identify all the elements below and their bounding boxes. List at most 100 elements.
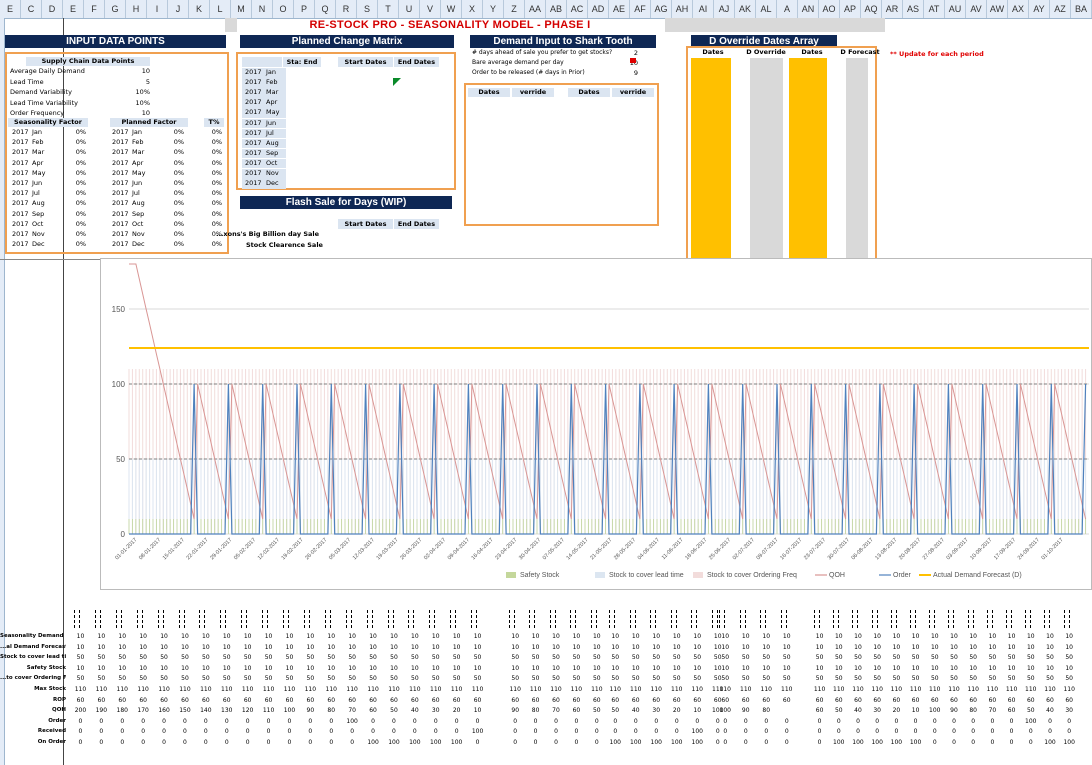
calc-cell[interactable]: 0 [308, 717, 313, 725]
calc-cell[interactable]: 0 [743, 728, 748, 736]
calc-cell[interactable]: 0 [245, 717, 250, 725]
calc-cell[interactable]: 50 [1026, 707, 1035, 715]
calc-cell[interactable]: 0 [433, 717, 438, 725]
calc-cell[interactable]: 60 [306, 696, 315, 704]
calc-cell[interactable]: 10 [930, 643, 939, 651]
calc-cell[interactable]: 0 [78, 728, 83, 736]
calc-cell[interactable]: 0 [875, 728, 880, 736]
calc-cell[interactable]: 0 [613, 717, 618, 725]
calc-cell[interactable]: 50 [369, 675, 377, 683]
calc-cell[interactable]: 10 [969, 664, 977, 672]
calc-cell[interactable]: 10 [369, 643, 377, 651]
calc-cell[interactable]: 10 [834, 664, 843, 672]
column-header-3[interactable]: E [63, 0, 84, 18]
calc-cell[interactable]: 10 [411, 664, 419, 672]
calc-cell[interactable]: 90 [950, 707, 958, 715]
column-header-28[interactable]: AD [588, 0, 609, 18]
column-header-26[interactable]: AB [546, 0, 567, 18]
calc-cell[interactable]: 0 [594, 717, 599, 725]
calc-cell[interactable]: 150 [179, 707, 191, 715]
calc-cell[interactable]: 50 [348, 675, 356, 683]
calc-cell[interactable]: 0 [350, 728, 355, 736]
calc-cell[interactable]: 50 [1065, 675, 1073, 683]
calc-cell[interactable]: 50 [950, 675, 958, 683]
calc-cell[interactable]: 0 [141, 739, 146, 746]
calc-cell[interactable]: 10 [552, 643, 560, 651]
calc-cell[interactable]: 10 [834, 643, 843, 651]
calc-cell[interactable]: 10 [672, 664, 681, 672]
month-cell-p[interactable]: 0% [173, 168, 184, 177]
calc-cell[interactable]: 0 [913, 728, 918, 736]
calc-cell[interactable]: 60 [285, 696, 294, 704]
calc-cell[interactable]: 0 [392, 717, 396, 725]
calc-cell[interactable]: 10 [1046, 633, 1054, 640]
calc-cell[interactable]: 60 [834, 696, 843, 704]
month-cell-s[interactable]: 0% [75, 209, 86, 218]
calc-cell[interactable]: 10 [950, 664, 958, 672]
calc-cell[interactable]: 60 [892, 696, 901, 704]
calc-cell[interactable]: 10 [511, 643, 520, 651]
calc-cell[interactable]: 40 [631, 707, 640, 715]
calc-cell[interactable]: 110 [909, 686, 922, 693]
calc-cell[interactable]: 140 [200, 707, 212, 715]
calc-cell[interactable]: 10 [631, 664, 640, 672]
calc-cell[interactable]: 10 [473, 633, 482, 640]
calc-cell[interactable]: 0 [1009, 739, 1014, 746]
month-cell-p[interactable]: 0% [173, 148, 184, 157]
calc-cell[interactable]: 100 [430, 739, 442, 746]
calc-cell[interactable]: 0 [329, 739, 334, 746]
calc-cell[interactable]: 50 [97, 675, 106, 683]
calc-cell[interactable]: 60 [854, 696, 862, 704]
calc-cell[interactable]: 50 [693, 675, 702, 683]
calc-cell[interactable]: 10 [369, 664, 377, 672]
calc-cell[interactable]: 0 [715, 728, 720, 736]
stock-chart[interactable]: 0 50 100 150 01-01-2017 08-01-2017 15-01-2017 2… [100, 258, 1092, 590]
calc-cell[interactable]: 0 [894, 728, 899, 736]
month-cell-s[interactable]: 0% [75, 219, 86, 228]
column-header-24[interactable]: Z [504, 0, 525, 18]
calc-cell[interactable]: 10 [815, 633, 824, 640]
calc-cell[interactable]: 0 [990, 739, 995, 746]
month-cell-p[interactable]: 0% [173, 138, 184, 147]
calc-cell[interactable]: 10 [892, 643, 901, 651]
calc-cell[interactable]: 60 [327, 696, 336, 704]
column-header-34[interactable]: AJ [714, 0, 735, 18]
calc-cell[interactable]: 0 [513, 717, 518, 725]
calc-cell[interactable]: 60 [452, 696, 461, 704]
calc-cell[interactable]: 10 [721, 633, 730, 640]
column-header-47[interactable]: AW [987, 0, 1008, 18]
calc-cell[interactable]: 10 [611, 633, 620, 640]
calc-cell[interactable]: 0 [475, 717, 480, 725]
calc-cell[interactable]: 0 [695, 717, 700, 725]
calc-cell[interactable]: 10 [572, 633, 581, 640]
calc-cell[interactable]: 0 [990, 728, 995, 736]
calc-cell[interactable]: 110 [1005, 686, 1018, 693]
calc-cell[interactable]: 0 [475, 739, 480, 746]
calc-cell[interactable]: 50 [721, 675, 730, 683]
calc-cell[interactable]: 110 [1063, 686, 1075, 693]
calc-cell[interactable]: 40 [411, 707, 419, 715]
calc-cell[interactable]: 110 [137, 686, 149, 693]
month-cell-p[interactable]: 0% [173, 158, 184, 167]
calc-cell[interactable]: 0 [308, 728, 313, 736]
calc-cell[interactable]: 10 [473, 664, 482, 672]
calc-cell[interactable]: 100 [450, 739, 463, 746]
column-header-48[interactable]: AX [1008, 0, 1029, 18]
calc-cell[interactable]: 50 [160, 654, 168, 662]
calc-cell[interactable]: 0 [433, 728, 438, 736]
calc-cell[interactable]: 80 [969, 707, 977, 715]
calc-cell[interactable]: 60 [631, 696, 640, 704]
calc-cell[interactable]: 0 [784, 728, 789, 736]
month-cell-p[interactable]: 0% [173, 199, 184, 208]
calc-cell[interactable]: 50 [741, 675, 750, 683]
calc-cell[interactable]: 100 [630, 739, 642, 746]
calc-cell[interactable]: 10 [652, 643, 661, 651]
column-header-4[interactable]: F [84, 0, 105, 18]
calc-cell[interactable]: 0 [120, 728, 125, 736]
calc-cell[interactable]: 60 [741, 696, 750, 704]
calc-cell[interactable]: 50 [930, 675, 939, 683]
calc-cell[interactable]: 110 [967, 686, 979, 693]
month-cell-t[interactable]: 0% [211, 138, 222, 147]
calc-cell[interactable]: 110 [570, 686, 583, 693]
calc-cell[interactable]: 10 [97, 643, 106, 651]
